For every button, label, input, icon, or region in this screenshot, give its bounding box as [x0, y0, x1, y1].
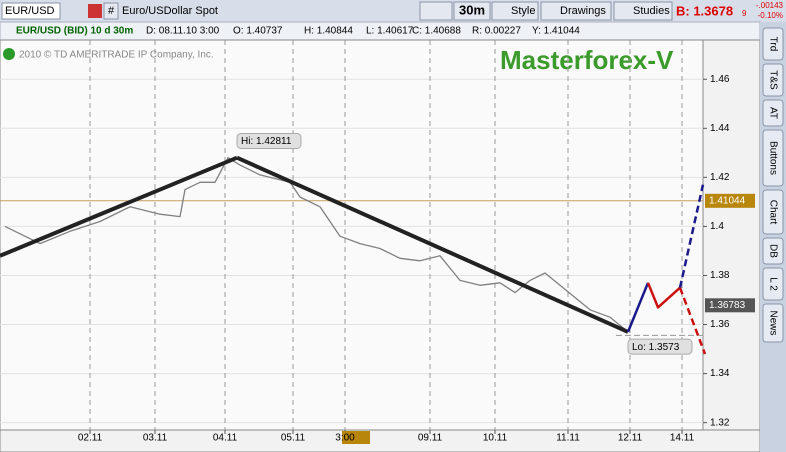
info-close: C: 1.40688	[412, 26, 461, 37]
hash[interactable]: #	[108, 5, 115, 17]
annotation-box	[236, 132, 302, 149]
style[interactable]: Style	[511, 5, 535, 17]
series-line	[0, 155, 238, 258]
side-tab[interactable]	[762, 27, 784, 61]
series-line	[678, 287, 707, 355]
side-tab[interactable]	[762, 99, 784, 127]
x-tick-label: 12.11	[618, 433, 643, 444]
style-button[interactable]	[491, 1, 539, 21]
tool-button[interactable]	[419, 1, 453, 21]
annotation-label: Hi: 1.42811	[241, 136, 292, 147]
y-tick-label: 1.4	[710, 221, 724, 232]
bid: B: 1.3678	[676, 3, 733, 18]
description: Euro/USDollar Spot	[122, 5, 218, 17]
side-tab-label[interactable]: Buttons	[767, 141, 778, 175]
link-icon[interactable]	[88, 4, 102, 18]
info-y: Y: 1.41044	[532, 26, 580, 37]
side-tab[interactable]	[762, 189, 784, 235]
info-date: D: 08.11.10 3:00	[146, 26, 220, 37]
drawings[interactable]: Drawings	[560, 5, 606, 17]
studies[interactable]: Studies	[633, 5, 670, 17]
info-high: H: 1.40844	[304, 26, 353, 37]
side-tab[interactable]	[762, 303, 784, 343]
x-tick-label: 11.11	[556, 433, 580, 444]
side-tab-label[interactable]: T&S	[767, 70, 778, 90]
annotation-box	[627, 338, 693, 355]
x-tick-label: 02.11	[78, 433, 103, 444]
watermark: Masterforex-V	[500, 45, 674, 75]
bid-fraction: 9	[742, 9, 747, 18]
series-line	[678, 184, 705, 288]
series-line	[236, 155, 629, 334]
price-label-box	[705, 193, 755, 208]
y-tick-label: 1.38	[710, 270, 730, 281]
hash-button[interactable]	[103, 2, 119, 20]
x-tick-label: 03.11	[143, 433, 168, 444]
y-tick-label: 1.42	[710, 172, 730, 183]
series-line	[646, 282, 681, 309]
change-pct: -0.10%	[758, 11, 783, 20]
side-tab-label[interactable]: DB	[767, 244, 778, 258]
x-tick-label: 10.11	[483, 433, 508, 444]
side-tab[interactable]	[762, 267, 784, 301]
price-label: 1.36783	[709, 300, 746, 311]
side-tab-label[interactable]: Trd	[767, 37, 778, 52]
side-tab[interactable]	[762, 63, 784, 97]
period[interactable]: 30m	[459, 2, 485, 17]
change: -.00143	[756, 1, 784, 10]
info-instrument: EUR/USD (BID) 10 d 30m	[16, 26, 133, 37]
series-line	[626, 282, 650, 333]
price-label-box	[705, 298, 755, 313]
symbol-box[interactable]	[1, 2, 61, 20]
side-tab-label[interactable]: AT	[767, 107, 778, 119]
x-tick-label: 09.11	[418, 433, 443, 444]
info-low: L: 1.40617	[366, 26, 414, 37]
period-button[interactable]	[453, 1, 491, 21]
x-tick-label: 3:00	[335, 433, 355, 444]
y-tick-label: 1.44	[710, 123, 730, 134]
cursor-time-box	[342, 431, 370, 444]
side-tab-label[interactable]: News	[767, 310, 778, 335]
copyright: 2010 © TD AMERITRADE IP Company, Inc.	[19, 50, 214, 61]
x-tick-label: 05.11	[281, 433, 306, 444]
side-tab-label[interactable]: L 2	[767, 277, 778, 291]
info-icon[interactable]	[3, 48, 15, 60]
price-label: 1.41044	[709, 195, 746, 206]
annotation-label: Lo: 1.3573	[632, 342, 680, 353]
side-tab[interactable]	[762, 237, 784, 265]
y-tick-label: 1.32	[710, 417, 730, 428]
y-tick-label: 1.36	[710, 319, 730, 330]
studies-button[interactable]	[613, 1, 673, 21]
y-tick-label: 1.46	[710, 74, 730, 85]
x-tick-label: 14.11	[670, 433, 695, 444]
series-line	[4, 157, 626, 330]
time-axis	[0, 429, 761, 452]
side-tab[interactable]	[762, 129, 784, 187]
plot-area	[0, 39, 704, 431]
drawings-button[interactable]	[540, 1, 612, 21]
side-tab-label[interactable]: Chart	[767, 200, 778, 225]
info-range: R: 0.00227	[472, 26, 521, 37]
x-tick-label: 04.11	[213, 433, 238, 444]
symbol[interactable]: EUR/USD	[5, 5, 55, 17]
info-open: O: 1.40737	[233, 26, 283, 37]
y-tick-label: 1.34	[710, 368, 730, 379]
